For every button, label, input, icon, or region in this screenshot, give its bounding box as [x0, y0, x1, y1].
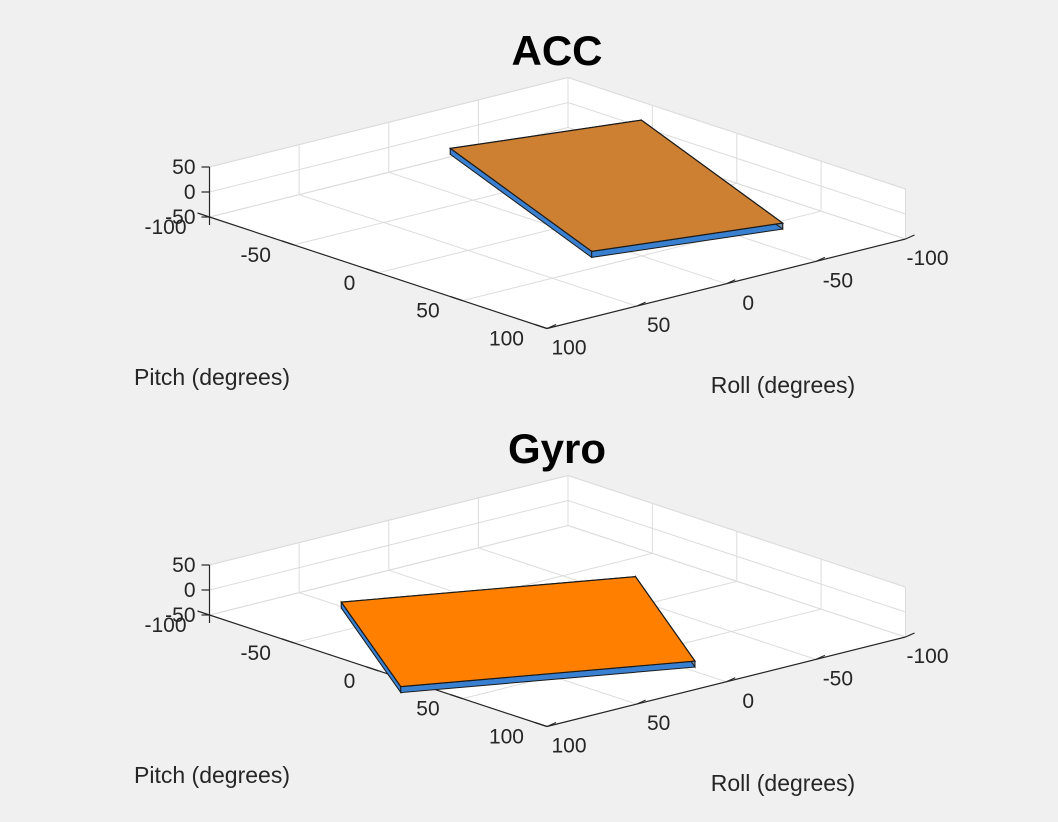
x-tick — [546, 721, 557, 728]
z-tick-label: -50 — [165, 206, 195, 229]
x-tick — [815, 256, 826, 262]
y-tick-label: -50 — [241, 244, 271, 267]
y-tick — [450, 694, 463, 700]
y-tick — [281, 240, 295, 246]
x-tick — [815, 654, 826, 660]
x-tick-label: 0 — [742, 292, 754, 315]
chart-title: Gyro — [508, 425, 606, 472]
z-tick-label: -50 — [165, 604, 195, 627]
x-axis-label: Roll (degrees) — [711, 372, 855, 398]
plate-top-surface — [448, 119, 785, 253]
plate-top-surface — [340, 575, 697, 688]
y-tick-label: -50 — [241, 642, 271, 665]
y-tick — [197, 610, 210, 616]
y-tick-label: -100 — [144, 216, 186, 239]
y-tick — [366, 268, 379, 274]
y-tick-label: 50 — [416, 300, 439, 323]
chart-title: ACC — [512, 27, 603, 74]
x-tick — [726, 279, 736, 285]
plate-group — [340, 575, 697, 695]
x-tick-label: 100 — [551, 735, 586, 758]
x-tick — [905, 632, 915, 638]
x-tick — [636, 301, 646, 307]
x-tick-label: 50 — [647, 712, 670, 735]
y-tick — [450, 296, 463, 302]
z-tick-label: 50 — [172, 554, 195, 577]
x-tick — [636, 699, 646, 705]
x-tick-label: 0 — [742, 690, 754, 713]
y-axis-label: Pitch (degrees) — [134, 364, 290, 390]
x-tick — [905, 234, 915, 240]
z-tick-label: 0 — [184, 181, 196, 204]
y-tick-label: 100 — [489, 726, 524, 749]
y-tick-label: 100 — [489, 328, 524, 351]
x-tick-label: -100 — [906, 247, 948, 270]
y-tick — [534, 323, 548, 330]
x-tick — [546, 323, 557, 330]
x-tick-label: 100 — [551, 337, 586, 360]
x-tick-label: -50 — [823, 269, 853, 292]
y-axis-label: Pitch (degrees) — [134, 762, 290, 788]
y-tick-label: 0 — [344, 670, 356, 693]
y-tick — [197, 212, 210, 218]
x-tick-label: -50 — [823, 667, 853, 690]
x-axis-label: Roll (degrees) — [711, 770, 855, 796]
x-tick — [726, 677, 736, 683]
y-tick-label: -100 — [144, 614, 186, 637]
y-tick — [366, 666, 379, 672]
z-tick-label: 0 — [184, 579, 196, 602]
y-tick-label: 50 — [416, 698, 439, 721]
x-tick-label: -100 — [906, 645, 948, 668]
plate-group — [448, 119, 785, 259]
x-tick-label: 50 — [647, 314, 670, 337]
z-tick-label: 50 — [172, 156, 195, 179]
y-tick — [281, 638, 295, 644]
y-tick — [534, 721, 548, 728]
y-tick-label: 0 — [344, 272, 356, 295]
